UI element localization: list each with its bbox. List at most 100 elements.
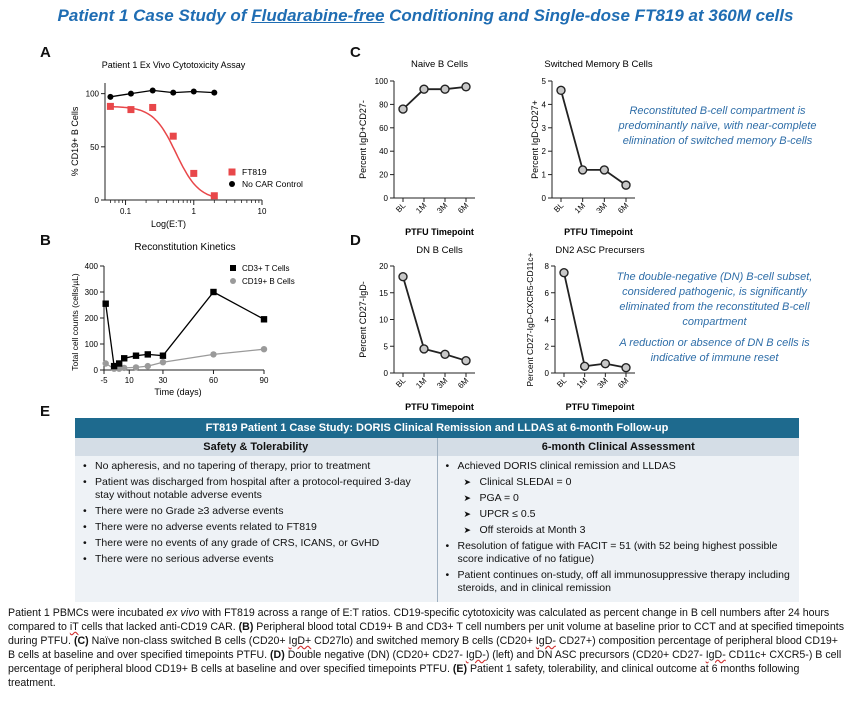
y-tick-label: 50 [90,143,99,152]
x-tick-label: BL [555,376,569,390]
x-axis-label-d1: PTFU Timepoint [405,402,474,412]
y-tick-label: 0 [94,366,99,375]
x-tick-label: 3M [435,376,449,390]
clinical-heading: 6-month Clinical Assessment [437,438,799,456]
legend-cd3-label: CD3+ T Cells [242,264,290,273]
x-tick-label: 90 [260,376,269,385]
data-point [556,85,566,96]
clinical-item: PGA = 0 [458,492,794,505]
chart-title-c2: Switched Memory B Cells [544,59,652,70]
ft819-point [127,106,135,114]
control-point [149,87,156,94]
y-tick-label: 2 [545,342,550,351]
note-c: Reconstituted B-cell compartment is pred… [618,105,817,147]
safety-item: There were no serious adverse events [83,553,431,566]
y-axis-label-c2: Percent IgD-CD27+ [530,100,540,179]
figure-caption: Patient 1 PBMCs were incubated ex vivo w… [8,607,844,689]
clinical-item: Off steroids at Month 3 [458,524,794,537]
data-point [621,180,631,190]
y-tick-label: 4 [542,100,547,109]
y-axis-label-d2: Percent CD27-IgD-CXCR5-CD11c+ [525,252,535,386]
data-point [599,165,610,175]
legend-ft819-marker [228,168,236,176]
y-tick-label: 0 [95,196,100,205]
legend-control-label: No CAR Control [242,179,303,189]
chart-title-d1: DN B Cells [416,245,463,256]
data-point [419,344,429,354]
note-d-pathogenic: The double-negative (DN) B-cell subset, … [616,271,813,328]
chart-title-c1: Naive B Cells [411,59,468,70]
x-tick-label: 6M [616,376,630,390]
cd3-point [102,300,109,307]
cd19-point [210,351,217,358]
legend-ft819-label: FT819 [242,167,267,177]
y-tick-label: 4 [545,316,550,325]
x-axis-label-b: Time (days) [154,387,201,397]
ft819-point [149,103,157,111]
y-tick-label: 300 [85,288,99,297]
ft819-point [210,192,218,200]
cd3-point [132,352,140,359]
clinical-item: Clinical SLEDAI = 0 [458,476,794,489]
control-point [211,89,218,96]
panel-label-d: D [350,232,361,249]
panel-label-b: B [40,232,51,249]
ft819-point [169,132,177,140]
cd19-point [102,360,109,367]
y-tick-label: 20 [379,262,388,271]
data-point [461,82,471,92]
safety-item: There were no adverse events related to … [83,521,431,534]
x-tick-label: -5 [100,376,108,385]
cd19-point [159,359,167,366]
cd3-point [121,355,128,362]
x-tick-label: BL [394,376,408,390]
control-point [170,89,177,96]
x-axis-label-c1: PTFU Timepoint [405,227,474,237]
control-point [107,93,114,100]
cd19-point [132,364,140,371]
series-line [563,272,627,369]
y-tick-label: 100 [86,90,100,99]
y-tick-label: 1 [542,171,547,180]
legend-cd19-label: CD19+ B Cells [242,277,295,286]
x-tick-label: 1M [414,376,428,390]
series-line [402,86,467,110]
y-tick-label: 400 [85,262,99,271]
clinical-item: Patient continues on-study, off all immu… [446,569,794,595]
x-tick-label: 6M [456,376,470,390]
ft819-point [106,102,114,110]
y-tick-label: 5 [542,77,547,86]
y-tick-label: 200 [85,314,99,323]
x-tick-label: 6M [616,201,630,215]
legend-cd3-marker [230,265,236,271]
y-tick-label: 0 [542,194,547,203]
series-line [402,276,467,362]
y-axis-label-b: Total cell counts (cells/µL) [70,273,80,371]
x-tick-label: 30 [158,376,167,385]
y-axis-label-a: % CD19+ B Cells [70,106,80,176]
x-axis-label-a: Log(E:T) [151,219,186,229]
data-point [579,361,590,372]
x-tick-label: 6M [456,201,470,215]
y-axis-label-c1: Percent IgD+CD27- [358,100,368,179]
x-tick-label: 3M [435,201,449,215]
x-tick-label: 10 [258,207,267,216]
data-point [577,165,588,175]
chart-title-d2: DN2 ASC Precursers [555,245,644,256]
safety-heading: Safety & Tolerability [75,438,438,456]
y-tick-label: 60 [379,124,388,133]
ft819-fit-curve [110,105,215,198]
y-tick-label: 3 [542,124,547,133]
panel-label-e: E [40,403,51,420]
y-tick-label: 5 [384,342,389,351]
figure-title: Patient 1 Case Study of Fludarabine-free… [57,6,794,25]
y-tick-label: 0 [384,194,389,203]
y-tick-label: 2 [542,147,547,156]
panel-label-c: C [350,44,361,61]
x-tick-label: 60 [209,376,218,385]
data-point [440,84,450,94]
data-point [621,362,631,373]
cd19-point [121,364,128,372]
data-point [461,355,471,366]
cd3-line [105,291,265,368]
